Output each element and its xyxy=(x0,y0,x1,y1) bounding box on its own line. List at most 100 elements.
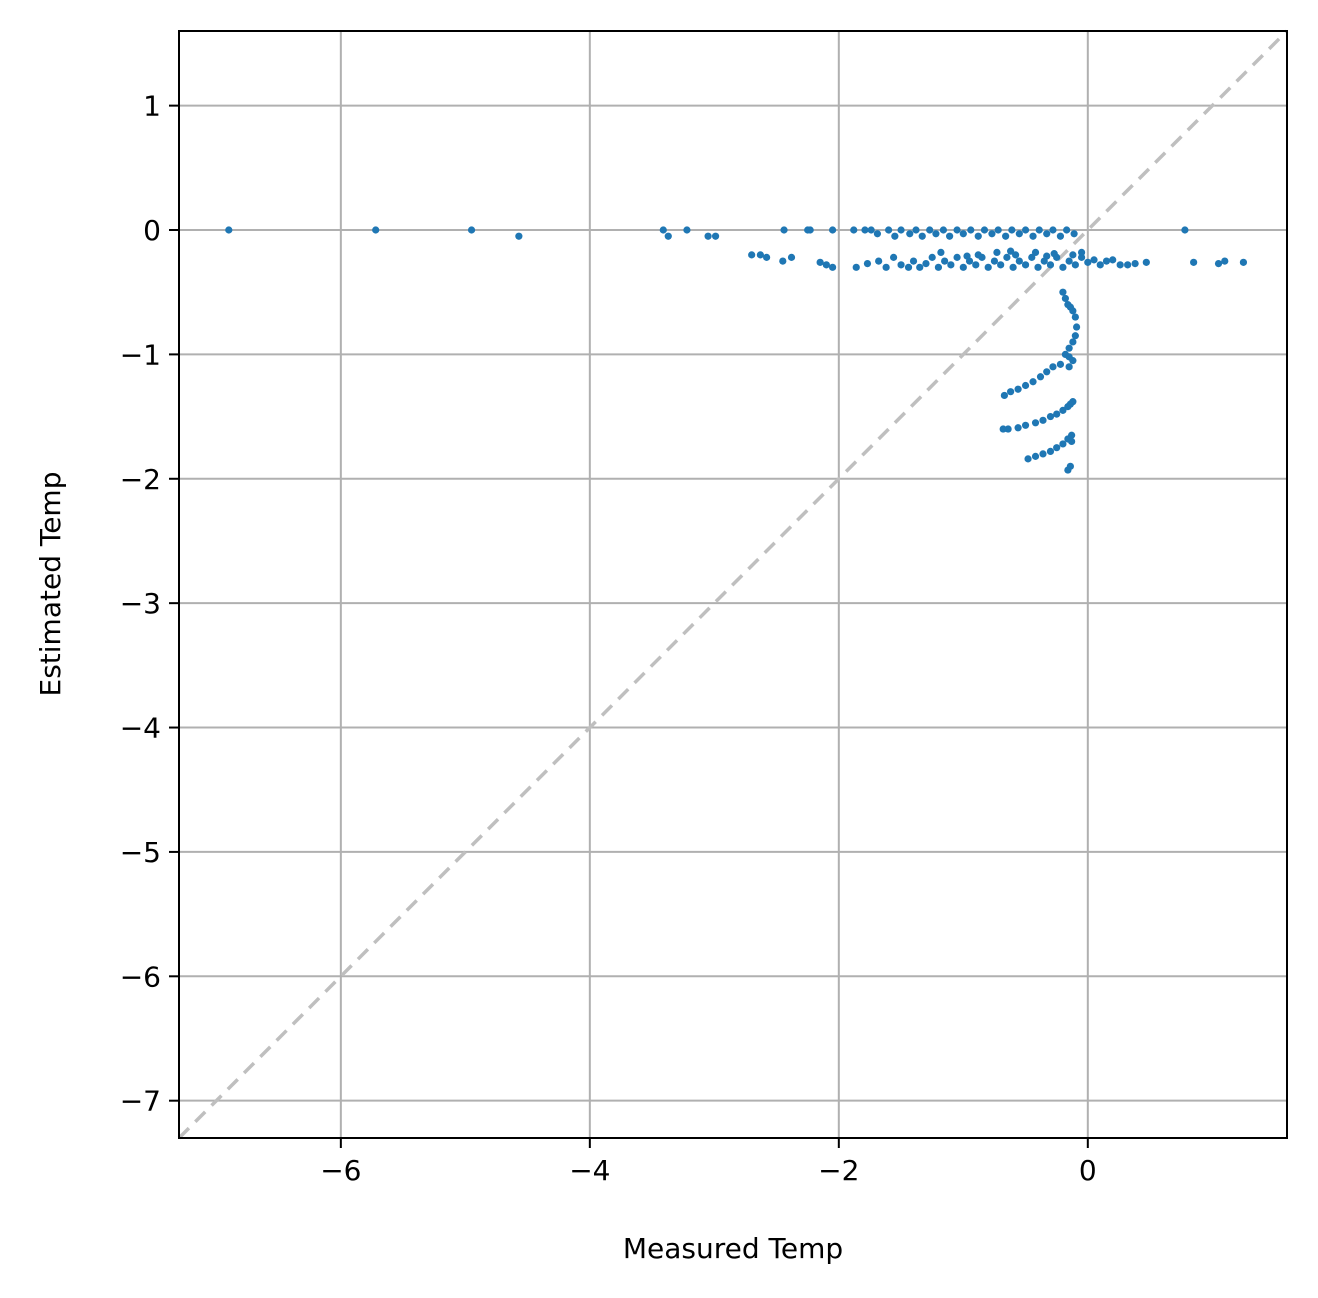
data-point-112 xyxy=(1077,248,1086,256)
data-point-21 xyxy=(912,226,920,234)
data-point-31 xyxy=(980,226,989,234)
data-point-118 xyxy=(1071,313,1079,321)
data-point-81 xyxy=(1034,263,1042,271)
data-point-55 xyxy=(863,259,872,268)
data-point-1 xyxy=(372,226,380,234)
data-point-17 xyxy=(885,226,893,234)
data-point-104 xyxy=(1012,251,1020,259)
data-point-132 xyxy=(1014,385,1022,393)
data-point-58 xyxy=(889,253,898,261)
data-point-147 xyxy=(1066,400,1074,408)
data-point-103 xyxy=(993,248,1001,256)
data-point-98 xyxy=(1190,258,1198,266)
data-point-23 xyxy=(926,226,934,234)
data-point-110 xyxy=(1007,247,1015,255)
data-point-76 xyxy=(1003,253,1011,261)
y-tick-label: −5 xyxy=(120,836,161,869)
data-point-125 xyxy=(1069,357,1077,365)
data-point-152 xyxy=(1046,447,1055,456)
data-point-67 xyxy=(947,261,955,269)
data-point-3 xyxy=(515,232,523,240)
data-point-75 xyxy=(997,261,1005,269)
data-point-135 xyxy=(1065,363,1073,371)
x-tick-label: −6 xyxy=(320,1154,361,1187)
data-point-71 xyxy=(972,261,980,269)
data-point-24 xyxy=(932,230,940,238)
data-point-88 xyxy=(1077,253,1086,261)
data-point-14 xyxy=(861,226,869,234)
data-point-51 xyxy=(816,258,824,266)
data-point-128 xyxy=(1043,368,1051,376)
data-point-42 xyxy=(1056,232,1065,240)
data-point-144 xyxy=(1014,424,1022,432)
data-point-89 xyxy=(1084,258,1092,266)
data-point-155 xyxy=(1024,455,1032,463)
grid-lines xyxy=(179,31,1287,1138)
y-tick-label: −6 xyxy=(120,960,161,993)
x-tick-label: 0 xyxy=(1079,1154,1097,1187)
data-point-95 xyxy=(1124,261,1132,269)
data-point-25 xyxy=(939,226,947,234)
data-point-126 xyxy=(1056,360,1065,368)
data-point-43 xyxy=(1063,226,1071,234)
data-point-49 xyxy=(779,257,787,265)
data-point-101 xyxy=(1239,258,1248,266)
data-point-4 xyxy=(659,226,667,234)
data-point-29 xyxy=(967,226,975,234)
data-point-140 xyxy=(1046,412,1055,421)
data-point-63 xyxy=(922,259,930,268)
data-point-28 xyxy=(959,230,967,238)
data-point-52 xyxy=(822,261,830,269)
data-point-0 xyxy=(225,226,233,234)
data-point-61 xyxy=(909,257,918,265)
y-axis-ticks: 1 0 −1 −2 −3 −4 −5 −6 −7 xyxy=(120,90,179,1118)
data-point-6 xyxy=(683,226,691,234)
x-tick-label: −2 xyxy=(818,1154,859,1187)
data-point-99 xyxy=(1214,259,1223,268)
x-tick-label: −4 xyxy=(569,1154,610,1187)
data-point-15 xyxy=(867,226,875,234)
data-point-33 xyxy=(994,226,1002,234)
data-point-34 xyxy=(1002,232,1010,240)
data-point-113 xyxy=(1059,288,1067,296)
data-point-142 xyxy=(1031,419,1040,427)
data-point-39 xyxy=(1035,226,1043,234)
y-tick-label: −4 xyxy=(120,712,161,745)
data-point-32 xyxy=(988,230,996,238)
data-point-20 xyxy=(906,230,914,238)
data-point-22 xyxy=(918,232,926,240)
data-point-38 xyxy=(1029,232,1037,240)
data-point-74 xyxy=(990,257,999,265)
data-point-97 xyxy=(1142,258,1150,266)
data-point-109 xyxy=(963,252,971,260)
data-point-59 xyxy=(897,261,905,269)
data-point-80 xyxy=(1028,253,1036,261)
data-point-2 xyxy=(467,226,476,234)
identity-reference-line xyxy=(177,29,1289,1140)
data-point-127 xyxy=(1049,363,1057,371)
data-point-12 xyxy=(828,226,837,234)
data-point-90 xyxy=(1090,256,1098,264)
plot-frame xyxy=(178,30,1288,1139)
data-point-100 xyxy=(1221,257,1229,265)
data-point-145 xyxy=(1004,425,1012,433)
data-point-91 xyxy=(1096,261,1104,269)
data-point-102 xyxy=(974,251,982,259)
data-point-66 xyxy=(941,257,949,265)
data-point-77 xyxy=(1009,263,1017,271)
data-point-54 xyxy=(852,263,860,271)
data-point-96 xyxy=(1131,259,1139,268)
data-point-35 xyxy=(1008,226,1016,234)
data-point-92 xyxy=(1102,257,1111,265)
data-point-30 xyxy=(974,232,982,240)
data-point-13 xyxy=(850,226,858,234)
data-point-60 xyxy=(904,263,913,271)
data-point-120 xyxy=(1071,332,1079,340)
data-point-27 xyxy=(953,226,961,234)
data-point-158 xyxy=(1068,437,1076,446)
data-point-111 xyxy=(1043,252,1051,260)
data-point-106 xyxy=(1050,250,1058,258)
data-point-78 xyxy=(1015,257,1023,265)
data-point-157 xyxy=(1064,466,1072,474)
data-point-83 xyxy=(1046,261,1055,269)
